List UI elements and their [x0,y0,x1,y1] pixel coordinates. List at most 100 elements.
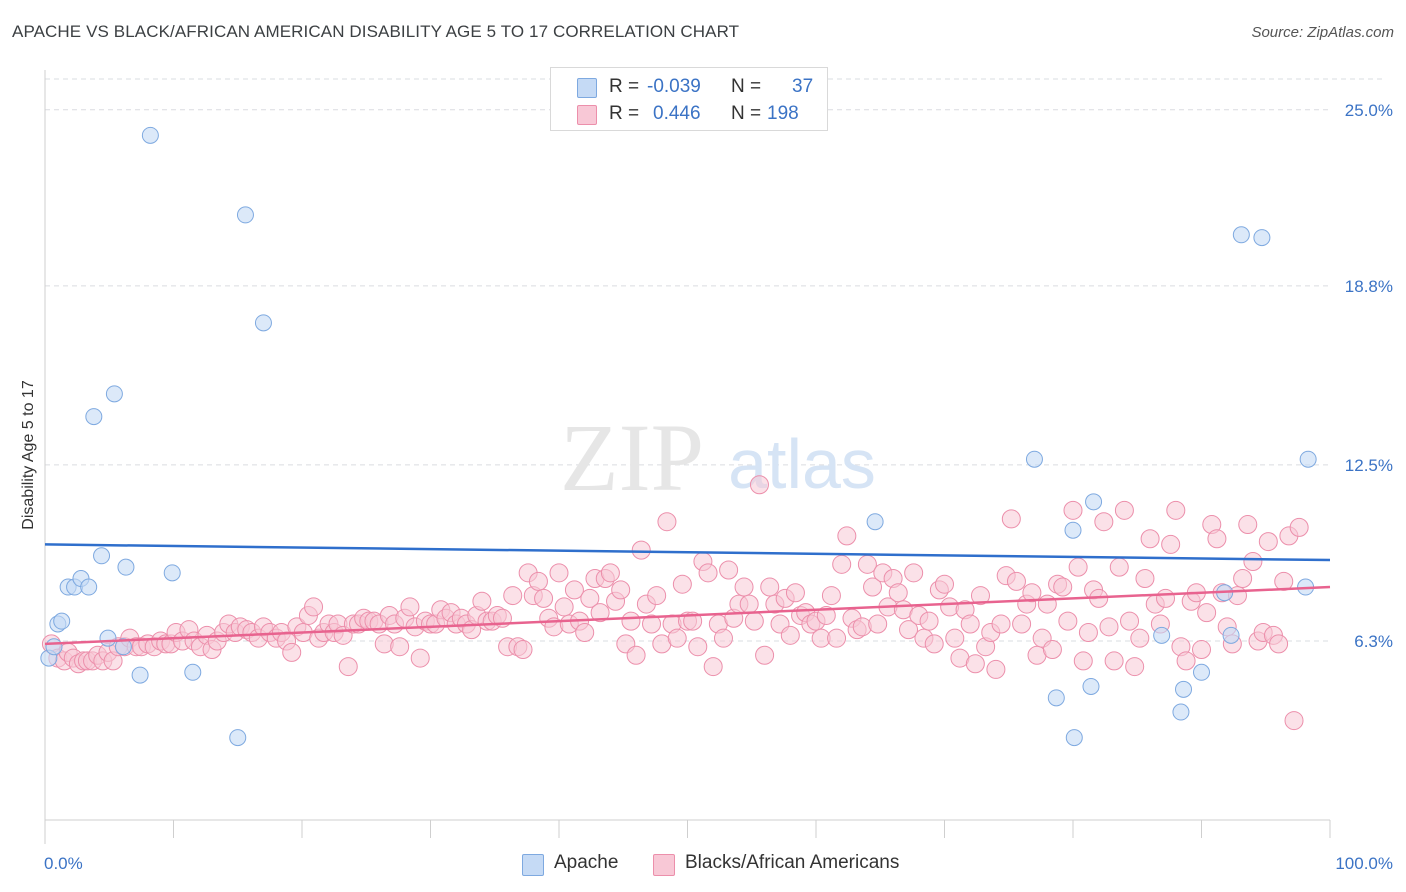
black-data-point [1207,529,1227,549]
black-data-point [626,645,646,665]
apache-swatch [577,78,597,98]
black-data-point [1197,603,1217,623]
bottom-legend-apache-label: Apache [554,852,619,873]
bottom-legend-black-label: Blacks/African Americans [685,852,900,873]
apache-data-point [1172,703,1190,721]
y-tick-label: 18.8% [1345,277,1393,296]
black-data-point [1120,611,1140,631]
black-data-point [991,614,1011,634]
trend-lines [44,543,1331,646]
black-data-point [821,586,841,606]
black-data-point [1130,628,1150,648]
black-data-point [1166,500,1186,520]
apache-data-point [114,638,132,656]
black-data-point [919,611,939,631]
black-data-point [1114,500,1134,520]
black-data-point [554,597,574,617]
black-data-point [1078,623,1098,642]
apache-data-point [236,206,254,224]
blacks-african-americans-series [41,475,1309,731]
black-data-point [374,634,394,654]
black-data-point [1022,583,1042,603]
y-axis-label: Disability Age 5 to 17 [20,380,37,530]
black-data-point [1269,634,1289,654]
black-data-point [924,634,944,654]
axes [44,70,1331,844]
black-data-point [528,571,548,591]
apache-data-point [1082,677,1100,695]
tick-labels: 6.3% 12.5% 18.8% 25.0% 0.0% 100.0% [44,101,1393,873]
black-data-point [282,642,302,662]
black-data-point [1258,532,1278,552]
apache-data-point [229,729,247,747]
apache-data-point [45,638,63,656]
black-data-point [338,657,358,677]
black-data-point [904,563,924,583]
watermark: ZIP atlas [560,404,876,511]
black-data-point [703,657,723,677]
black-data-point [580,588,600,608]
black-data-point [986,659,1006,679]
apache-data-point [1025,450,1043,468]
apache-data-point [1253,229,1271,247]
black-data-point [970,586,990,606]
apache-data-point [1153,626,1171,644]
black-data-point [621,611,641,631]
black-data-point [1135,569,1155,589]
apache-trend-line [44,543,1331,562]
black-data-point [1125,657,1145,677]
apache-data-point [80,578,98,596]
black-data-point [935,574,954,594]
apache-series [40,126,1317,747]
black-data-point [868,614,888,634]
black-data-point [1073,651,1093,671]
black-data-point [1284,711,1304,731]
black-data-point [760,577,780,597]
black-data-point [852,617,872,637]
black-data-point [657,512,677,532]
black-data-point [698,563,718,583]
apache-data-point [1232,226,1250,244]
black-data-point [1094,512,1114,532]
black-data-point [1001,509,1021,529]
black-data-point [1192,640,1211,660]
black-data-point [1104,651,1124,671]
watermark-zip: ZIP [560,404,704,511]
apache-data-point [131,666,149,684]
black-data-point [647,586,667,606]
chart-title: APACHE VS BLACK/AFRICAN AMERICAN DISABIL… [12,22,740,41]
apache-data-point [1064,521,1082,539]
black-data-point [472,591,492,611]
black-data-point [719,560,739,580]
black-data-point [549,563,569,583]
black-data-point [713,628,733,648]
black-data-point [631,540,651,560]
legend-r-label: R = [609,76,640,97]
y-tick-label: 12.5% [1345,456,1393,475]
apache-data-point [1085,493,1103,511]
black-data-point [1099,617,1119,637]
watermark-atlas: atlas [728,425,876,503]
black-data-point [1068,557,1088,577]
black-data-point [1156,588,1176,608]
black-data-point [1006,571,1026,591]
apache-data-point [1299,450,1317,468]
black-data-point [564,580,584,600]
black-data-point [642,614,662,634]
black-data-point [410,648,430,668]
black-data-point [1037,594,1057,614]
legend-r-value-apache: -0.039 [647,76,701,97]
black-data-point [863,577,883,597]
black-data-point [1063,500,1083,520]
correlation-legend: R = -0.039 N = 37 R = 0.446 N = 198 [550,67,828,131]
black-data-point [945,628,965,648]
black-data-point [1109,557,1129,577]
black-data-point [1274,571,1294,591]
black-data-point [1176,651,1196,671]
apache-data-point [141,126,159,144]
legend-row-black: R = 0.446 N = 198 [551,101,827,129]
black-data-point [513,640,533,660]
legend-n-label: N = [731,76,762,97]
black-data-point [744,611,764,631]
